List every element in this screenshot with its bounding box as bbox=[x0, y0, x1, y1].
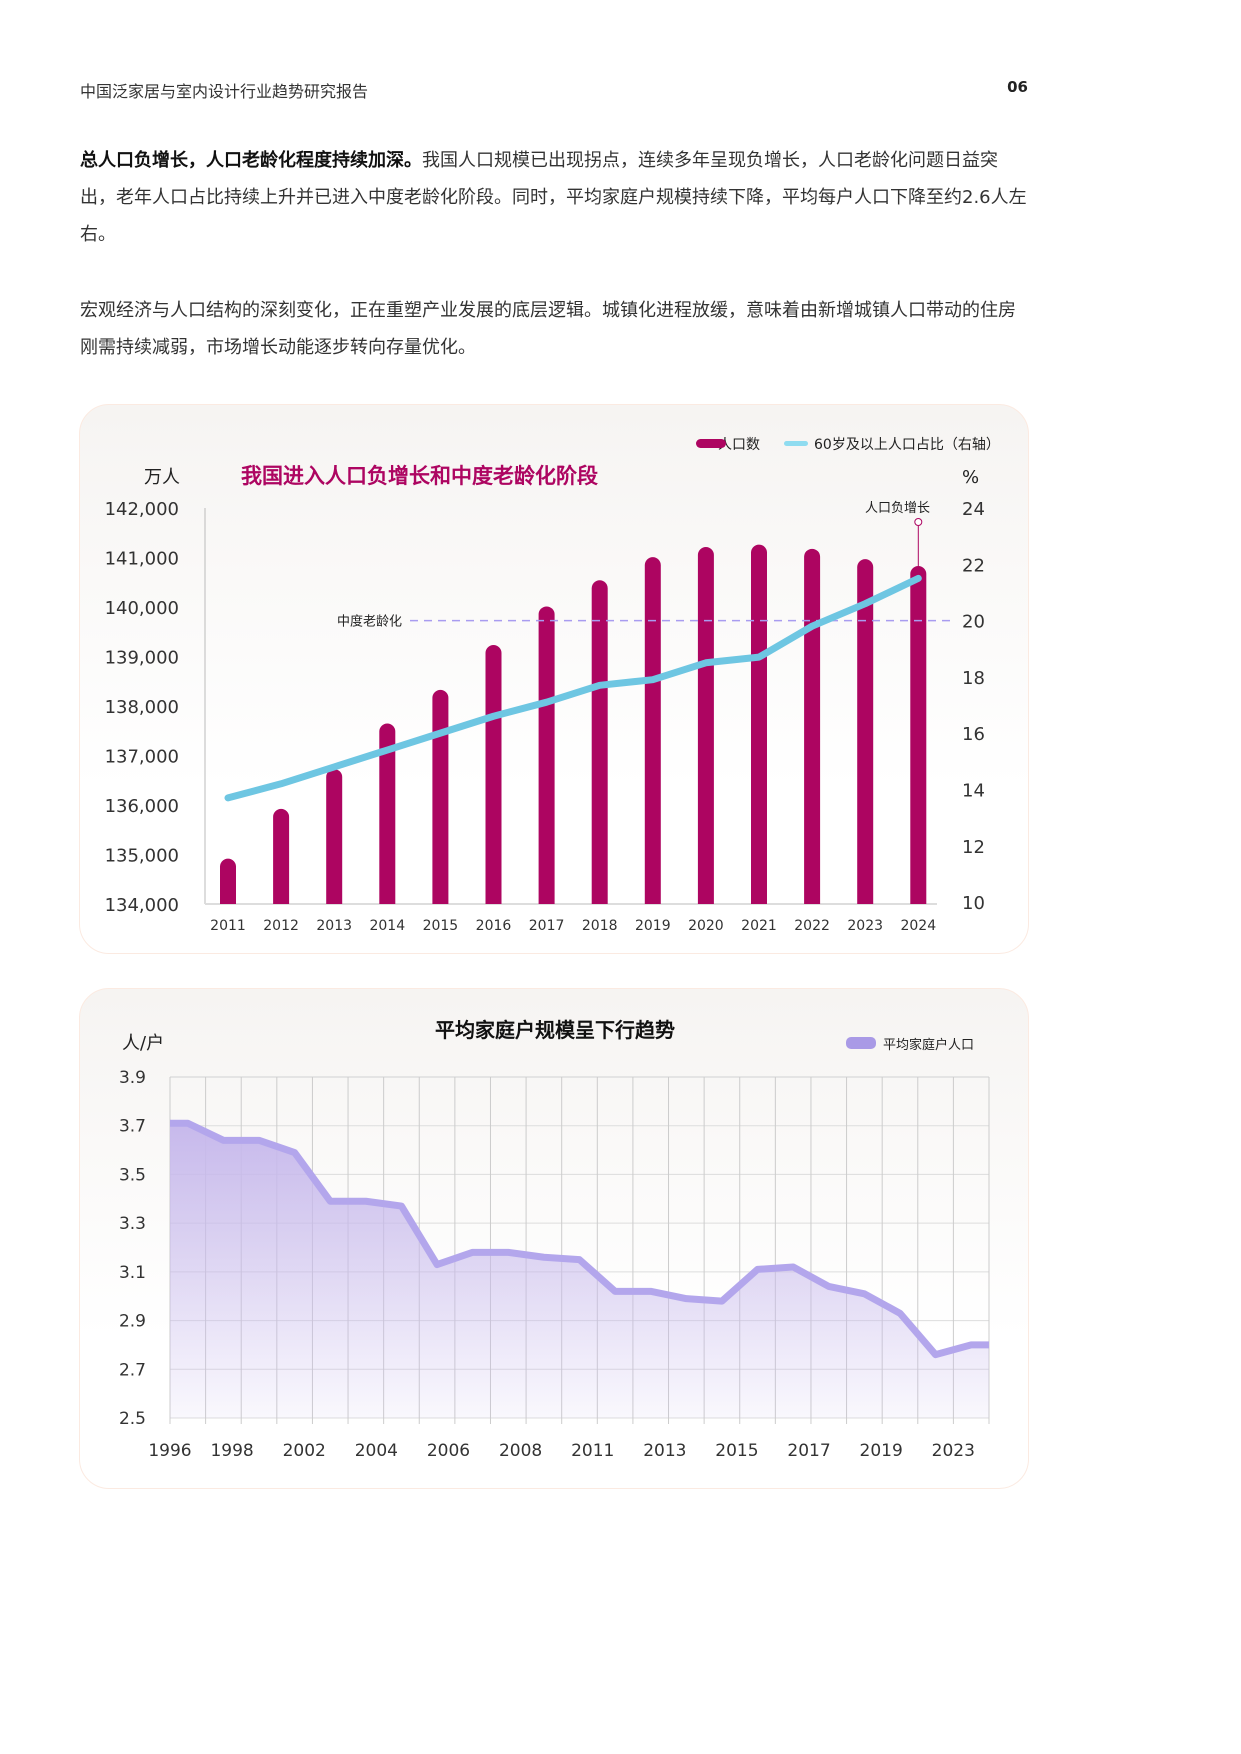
x-tick-label: 2016 bbox=[476, 918, 512, 934]
x-tick-label: 2012 bbox=[263, 918, 299, 934]
x-tick-label: 2017 bbox=[529, 918, 565, 934]
x-tick-label: 2023 bbox=[932, 1441, 975, 1461]
y-tick-label: 3.9 bbox=[119, 1068, 146, 1088]
x-tick-label: 1998 bbox=[210, 1441, 253, 1461]
x-tick-label: 2021 bbox=[741, 918, 777, 934]
y-tick-label: 138,000 bbox=[105, 697, 179, 718]
y-tick-label: 2.9 bbox=[119, 1312, 146, 1332]
y-tick-label: 3.1 bbox=[119, 1263, 146, 1283]
population-bar bbox=[857, 559, 874, 904]
legend-bar-label: 人口数 bbox=[718, 437, 760, 453]
y-tick-label: 134,000 bbox=[105, 895, 179, 916]
legend-line-label: 60岁及以上人口占比（右轴） bbox=[814, 437, 1000, 453]
population-bar bbox=[697, 547, 714, 904]
household-chart-card: 平均家庭户规模呈下行趋势人/户 平均家庭户人口 3.9 3.7 3.5 3.3 3.1 2.9… bbox=[79, 988, 1029, 1489]
y2-tick-label: 16 bbox=[962, 724, 985, 745]
y-axis-label: 万人 bbox=[144, 467, 180, 488]
y2-axis-label: % bbox=[962, 467, 979, 488]
x-tick-label: 2023 bbox=[847, 918, 883, 934]
paragraph-text: 我国人口规模已出现拐点，连续多年呈现负增长，人口老龄化问题日益突出，老年人口占比… bbox=[80, 150, 1027, 245]
x-tick-label: 2013 bbox=[643, 1441, 686, 1461]
household-size-line bbox=[170, 1119, 989, 1359]
population-bar bbox=[432, 689, 449, 904]
y-tick-label: 3.7 bbox=[119, 1117, 146, 1137]
x-tick-label: 2017 bbox=[787, 1441, 830, 1461]
annotation-label: 人口负增长 bbox=[865, 501, 930, 516]
x-tick-label: 2018 bbox=[582, 918, 618, 934]
x-tick-label: 2014 bbox=[369, 918, 405, 934]
population-bar bbox=[273, 808, 290, 904]
population-bar bbox=[220, 858, 236, 904]
population-bar bbox=[804, 548, 821, 904]
x-tick-label: 2006 bbox=[427, 1441, 470, 1461]
paragraph-lead: 总人口负增长，人口老龄化程度持续加深。 bbox=[80, 150, 422, 171]
population-chart: 人口数 60岁及以上人口占比（右轴）万人 我国进入人口负增长和中度老龄化阶段 %142… bbox=[105, 437, 1000, 934]
x-tick-label: 2019 bbox=[860, 1441, 903, 1461]
annotation-marker bbox=[914, 518, 923, 526]
x-tick-label: 2011 bbox=[571, 1441, 614, 1461]
population-bar bbox=[591, 580, 608, 904]
x-tick-label: 2004 bbox=[355, 1441, 398, 1461]
paragraph-1: 总人口负增长，人口老龄化程度持续加深。我国人口规模已出现拐点，连续多年呈现负增长… bbox=[80, 142, 1030, 253]
y-tick-label: 2.5 bbox=[119, 1409, 146, 1429]
legend-line-swatch bbox=[784, 441, 808, 446]
y2-tick-label: 14 bbox=[962, 781, 985, 802]
paragraph-2: 宏观经济与人口结构的深刻变化，正在重塑产业发展的底层逻辑。城镇化进程放缓，意味着… bbox=[80, 292, 1030, 366]
y-tick-label: 142,000 bbox=[105, 499, 179, 520]
population-bar bbox=[538, 606, 555, 904]
population-bar bbox=[644, 557, 661, 904]
y-tick-label: 136,000 bbox=[105, 796, 179, 817]
y2-tick-label: 22 bbox=[962, 555, 985, 576]
chart-title: 我国进入人口负增长和中度老龄化阶段 bbox=[241, 464, 598, 488]
legend-bar-swatch bbox=[696, 439, 726, 448]
y-tick-label: 135,000 bbox=[105, 846, 179, 867]
y-tick-label: 139,000 bbox=[105, 648, 179, 669]
x-tick-label: 2013 bbox=[316, 918, 352, 934]
x-tick-label: 2011 bbox=[210, 918, 246, 934]
y-tick-label: 140,000 bbox=[105, 598, 179, 619]
x-tick-label: 2019 bbox=[635, 918, 671, 934]
y-tick-label: 137,000 bbox=[105, 747, 179, 768]
page-number: 06 bbox=[1007, 78, 1028, 96]
chart-title: 平均家庭户规模呈下行趋势 bbox=[435, 1018, 675, 1042]
legend-swatch bbox=[846, 1037, 876, 1049]
y2-tick-label: 20 bbox=[962, 612, 985, 633]
area-fill bbox=[170, 1123, 989, 1418]
population-bar bbox=[326, 769, 343, 904]
population-bar bbox=[379, 723, 396, 904]
y-tick-label: 2.7 bbox=[119, 1360, 146, 1380]
y-tick-label: 3.3 bbox=[119, 1214, 146, 1234]
x-tick-label: 1996 bbox=[148, 1441, 191, 1461]
x-tick-label: 2008 bbox=[499, 1441, 542, 1461]
y2-tick-label: 24 bbox=[962, 499, 985, 520]
population-bar bbox=[910, 566, 927, 904]
y-axis-label: 人/户 bbox=[122, 1033, 164, 1054]
x-tick-label: 2020 bbox=[688, 918, 724, 934]
x-tick-label: 2002 bbox=[283, 1441, 326, 1461]
x-tick-label: 2015 bbox=[423, 918, 459, 934]
paragraph-text: 宏观经济与人口结构的深刻变化，正在重塑产业发展的底层逻辑。城镇化进程放缓，意味着… bbox=[80, 300, 1016, 358]
x-tick-label: 2024 bbox=[900, 918, 936, 934]
y-tick-label: 141,000 bbox=[105, 549, 179, 570]
x-tick-label: 2015 bbox=[715, 1441, 758, 1461]
y2-tick-label: 12 bbox=[962, 837, 985, 858]
reference-line-label: 中度老龄化 bbox=[337, 614, 402, 630]
population-bar bbox=[485, 645, 502, 904]
legend-label: 平均家庭户人口 bbox=[883, 1037, 974, 1053]
report-title: 中国泛家居与室内设计行业趋势研究报告 bbox=[80, 82, 369, 101]
aging-ratio-line bbox=[224, 574, 922, 802]
y-tick-label: 3.5 bbox=[119, 1165, 146, 1185]
population-chart-card: 人口数 60岁及以上人口占比（右轴） 万人 我国进入人口负增长和中度老龄化阶段% 142… bbox=[79, 404, 1029, 954]
x-tick-label: 2022 bbox=[794, 918, 830, 934]
population-bar bbox=[751, 544, 767, 904]
y2-tick-label: 10 bbox=[962, 893, 985, 914]
y2-tick-label: 18 bbox=[962, 668, 985, 689]
